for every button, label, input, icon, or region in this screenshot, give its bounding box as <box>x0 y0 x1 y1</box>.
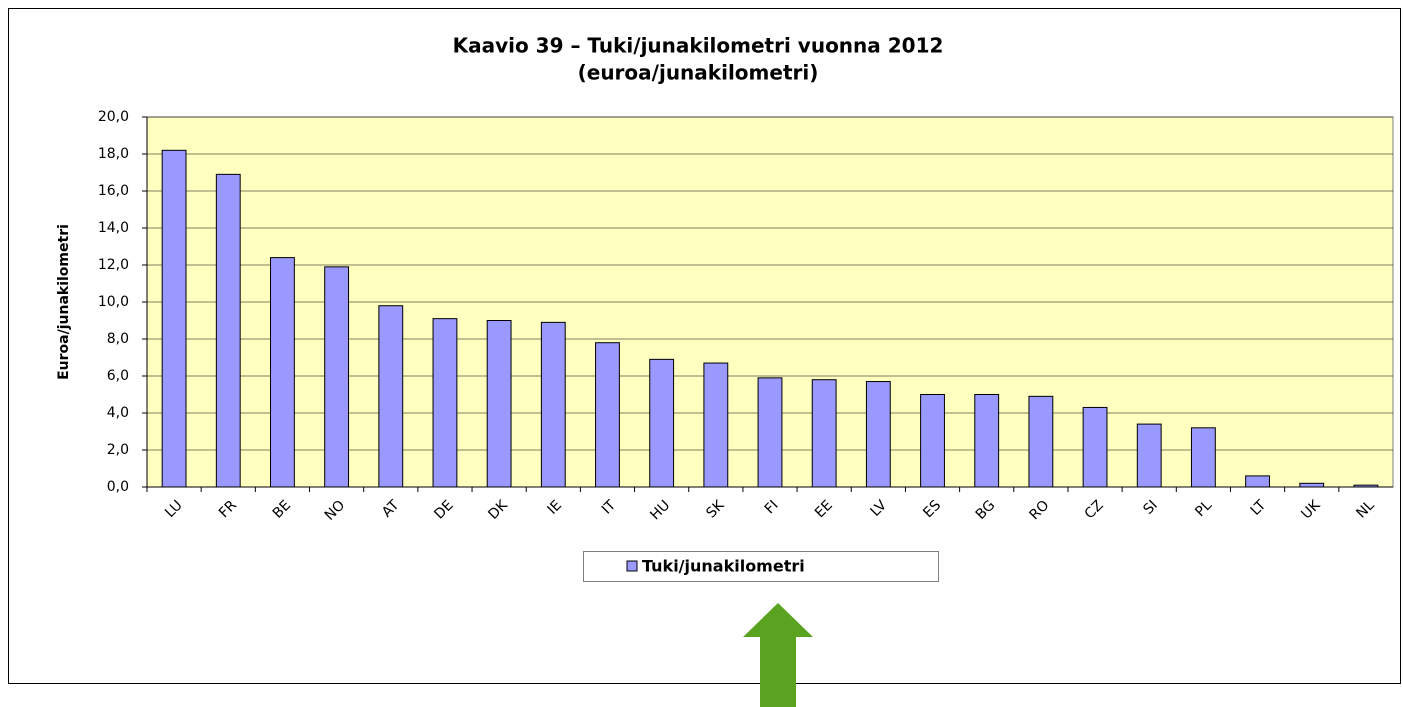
y-tick-label: 10,0 <box>98 294 129 310</box>
legend-swatch <box>626 560 638 572</box>
y-tick-label: 6,0 <box>107 368 129 384</box>
y-tick-label: 2,0 <box>107 442 129 458</box>
bar <box>974 394 1000 488</box>
bar <box>1245 475 1270 488</box>
bar <box>703 362 729 488</box>
bar <box>595 342 620 488</box>
bar <box>1190 427 1216 488</box>
bar <box>1028 395 1054 488</box>
bar <box>920 394 945 488</box>
bar <box>540 321 566 488</box>
bar <box>1136 423 1162 488</box>
legend-label: Tuki/junakilometri <box>642 557 805 576</box>
y-tick-label: 12,0 <box>98 257 129 273</box>
bar <box>432 318 458 488</box>
bar <box>378 305 404 488</box>
y-tick-label: 0,0 <box>107 479 129 495</box>
bar <box>811 379 837 488</box>
y-tick-label: 8,0 <box>107 331 129 347</box>
bar <box>215 173 241 488</box>
chart-title: Kaavio 39 – Tuki/junakilometri vuonna 20… <box>453 34 944 58</box>
y-axis-label: Euroa/junakilometri <box>56 224 72 380</box>
y-tick-label: 16,0 <box>98 183 129 199</box>
bar <box>270 257 295 488</box>
chart-subtitle: (euroa/junakilometri) <box>578 61 819 85</box>
bar <box>486 320 512 488</box>
arrow <box>743 603 813 707</box>
bar <box>1082 406 1108 488</box>
legend-box <box>583 551 939 582</box>
y-tick-label: 4,0 <box>107 405 129 421</box>
bar <box>324 266 350 488</box>
y-tick-label: 20,0 <box>98 109 129 125</box>
bar <box>649 358 675 488</box>
bar <box>865 381 891 488</box>
y-tick-label: 18,0 <box>98 146 129 162</box>
y-tick-label: 14,0 <box>98 220 129 236</box>
bar <box>1299 482 1325 488</box>
bar <box>161 149 187 488</box>
bar <box>757 377 783 488</box>
